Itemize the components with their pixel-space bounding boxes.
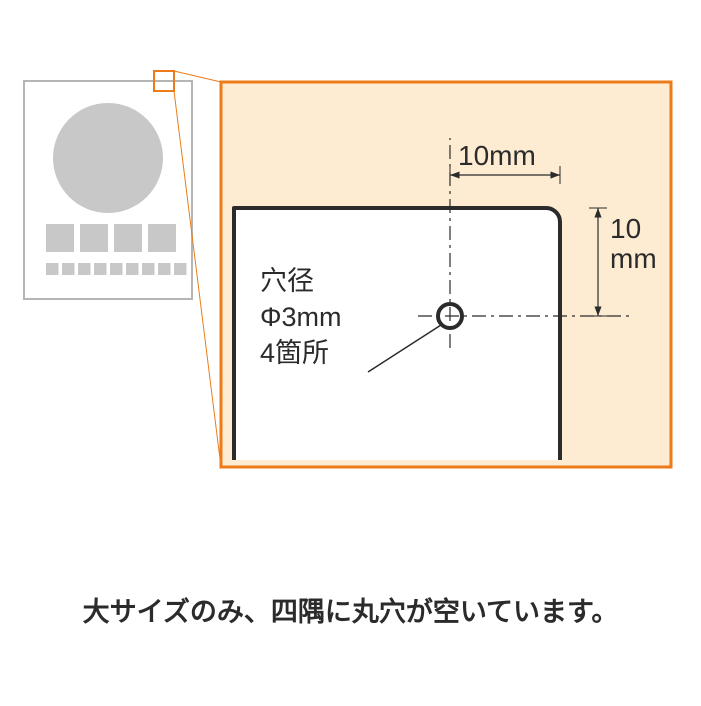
svg-text:4箇所: 4箇所 — [260, 338, 329, 368]
svg-text:mm: mm — [610, 243, 657, 274]
svg-text:Φ3mm: Φ3mm — [260, 302, 342, 332]
caption-text: 大サイズのみ、四隅に丸穴が空いています。 — [0, 590, 701, 629]
svg-text:穴径: 穴径 — [260, 266, 314, 296]
svg-text:10mm: 10mm — [458, 140, 536, 171]
svg-text:10: 10 — [610, 213, 641, 244]
